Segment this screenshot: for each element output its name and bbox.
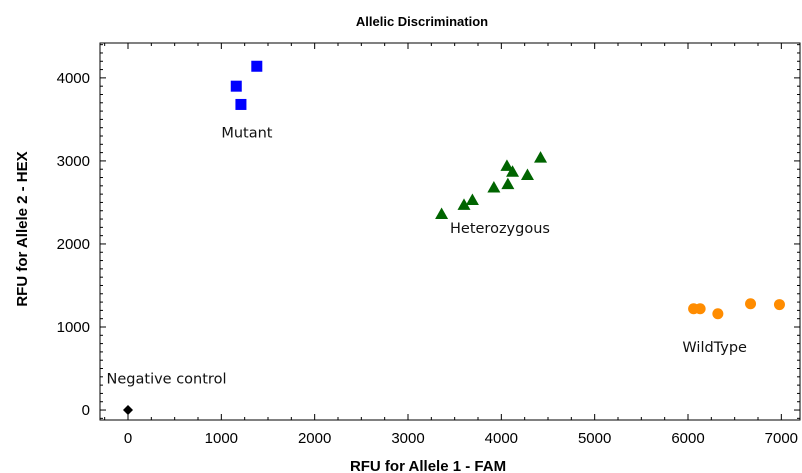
cluster-annotations: Mutant Heterozygous WildType Negative contr… (107, 126, 748, 388)
y-axis-ticks: 0 1000 2000 3000 4000 (57, 44, 800, 419)
heterozygous-point (534, 151, 548, 163)
y-tick-label: 1000 (57, 319, 90, 336)
y-axis-label: RFU for Allele 2 - HEX (14, 151, 31, 306)
x-tick-label: 7000 (765, 430, 798, 447)
cluster-label: Negative control (107, 371, 227, 387)
x-tick-label: 5000 (578, 430, 611, 447)
mutant-point (235, 98, 247, 110)
y-tick-label: 0 (82, 402, 90, 419)
x-axis-ticks: 0 1000 2000 3000 4000 5000 6000 7000 (104, 43, 798, 447)
x-tick-label: 6000 (671, 430, 704, 447)
heterozygous-point (501, 177, 515, 190)
wildtype-point (773, 299, 785, 311)
heterozygous-point (506, 165, 520, 177)
x-tick-label: 3000 (391, 430, 424, 447)
cluster-label: Mutant (221, 126, 272, 142)
wildtype-point (712, 308, 724, 320)
mutant-point (251, 60, 263, 72)
chart-title: Allelic Discrimination (356, 14, 488, 29)
heterozygous-point (435, 207, 449, 220)
x-tick-label: 1000 (205, 430, 238, 447)
x-tick-label: 0 (124, 430, 132, 447)
x-tick-label: 4000 (485, 430, 518, 447)
y-tick-label: 3000 (57, 153, 90, 170)
cluster-label: WildType (682, 340, 747, 356)
mutant-point (230, 80, 242, 92)
x-axis-label: RFU for Allele 1 - FAM (350, 458, 506, 473)
heterozygous-point (500, 159, 514, 171)
wildtype-point (694, 303, 706, 315)
heterozygous-point (487, 180, 501, 193)
cluster-label: Heterozygous (450, 221, 550, 237)
y-tick-label: 2000 (57, 236, 90, 253)
wildtype-point (745, 298, 757, 310)
negative-control-point (123, 405, 133, 416)
y-tick-label: 4000 (57, 70, 90, 87)
x-tick-label: 2000 (298, 430, 331, 447)
heterozygous-point (465, 193, 479, 205)
data-points (123, 60, 785, 416)
heterozygous-point (457, 198, 471, 210)
plot-area-frame (99, 42, 801, 421)
heterozygous-point (520, 168, 534, 181)
